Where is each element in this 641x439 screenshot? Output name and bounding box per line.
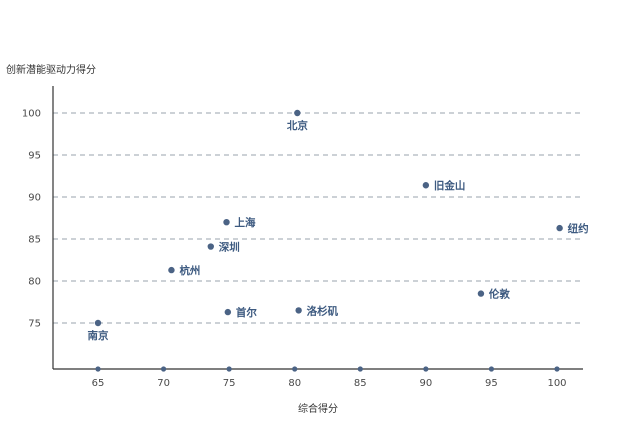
data-point-label-3: 上海 bbox=[235, 216, 256, 229]
data-point-label-7: 首尔 bbox=[236, 306, 257, 319]
data-point-label-6: 伦敦 bbox=[488, 288, 510, 301]
x-tick-mark-75 bbox=[226, 366, 232, 372]
data-point-label-0: 北京 bbox=[287, 119, 308, 132]
data-point-6 bbox=[477, 290, 485, 297]
x-tick-label-65: 65 bbox=[92, 378, 105, 389]
y-tick-label-100: 100 bbox=[22, 109, 41, 120]
data-point-8 bbox=[295, 307, 302, 314]
data-point-3 bbox=[223, 219, 230, 226]
data-point-label-2: 纽约 bbox=[568, 222, 589, 235]
x-tick-mark-85 bbox=[357, 366, 363, 372]
data-point-label-9: 南京 bbox=[88, 329, 109, 342]
data-point-label-1: 旧金山 bbox=[434, 179, 466, 192]
x-tick-mark-65 bbox=[95, 366, 101, 372]
data-point-0 bbox=[294, 109, 301, 117]
data-point-label-5: 杭州 bbox=[179, 264, 200, 277]
data-point-7 bbox=[224, 308, 232, 316]
data-point-5 bbox=[168, 266, 175, 274]
x-tick-label-90: 90 bbox=[419, 378, 432, 389]
x-tick-label-95: 95 bbox=[485, 378, 498, 389]
data-point-label-8: 洛杉矶 bbox=[307, 304, 339, 317]
y-tick-label-75: 75 bbox=[28, 319, 41, 330]
data-point-9 bbox=[94, 319, 102, 327]
x-axis-title: 综合得分 bbox=[298, 402, 338, 415]
x-ticks: 65 70 75 80 85 90 95 100 bbox=[92, 366, 567, 389]
data-point-4 bbox=[207, 243, 214, 250]
x-tick-mark-80 bbox=[292, 366, 298, 372]
x-tick-label-85: 85 bbox=[354, 378, 367, 389]
y-axis-title: 创新潜能驱动力得分 bbox=[6, 63, 96, 76]
x-tick-label-80: 80 bbox=[288, 378, 301, 389]
x-tick-mark-95 bbox=[488, 366, 495, 372]
y-tick-label-95: 95 bbox=[28, 151, 41, 162]
x-tick-label-70: 70 bbox=[157, 378, 170, 389]
grid-lines bbox=[53, 112, 580, 324]
y-tick-label-80: 80 bbox=[28, 277, 41, 288]
x-tick-mark-100 bbox=[554, 366, 560, 372]
x-tick-label-75: 75 bbox=[223, 378, 236, 389]
x-tick-mark-70 bbox=[160, 366, 167, 372]
data-point-2 bbox=[556, 224, 563, 232]
x-tick-mark-90 bbox=[423, 366, 429, 372]
y-tick-label-85: 85 bbox=[28, 235, 41, 246]
y-ticks: 75 80 85 90 95 100 bbox=[22, 109, 41, 330]
axes bbox=[52, 86, 583, 370]
data-point-1 bbox=[422, 182, 430, 189]
data-point-label-4: 深圳 bbox=[219, 241, 240, 254]
x-tick-label-100: 100 bbox=[547, 378, 566, 389]
y-tick-label-90: 90 bbox=[28, 193, 41, 204]
